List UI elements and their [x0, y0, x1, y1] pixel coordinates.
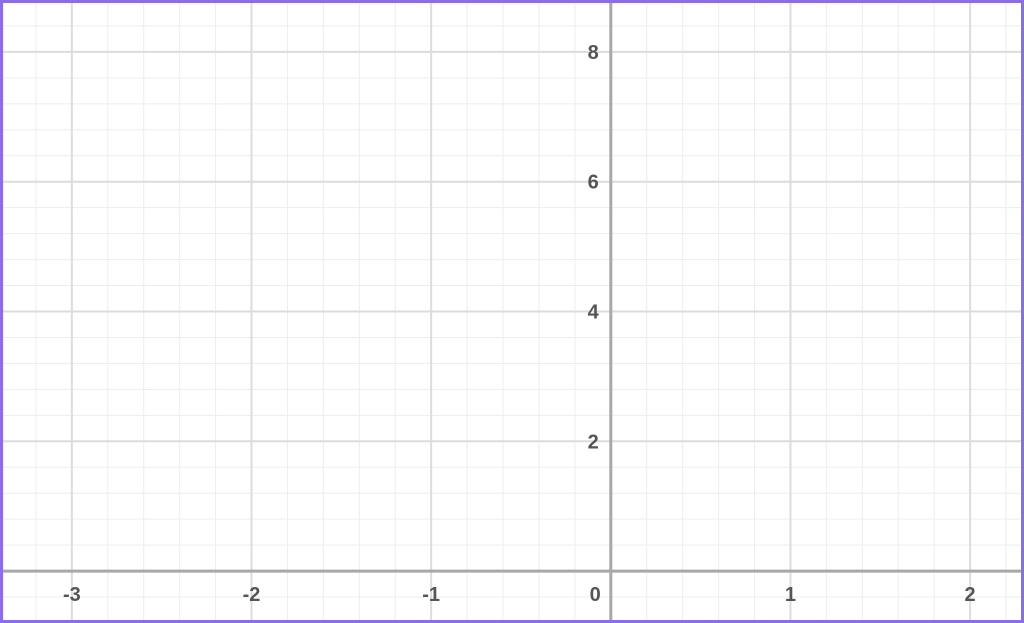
coordinate-plane: -3 -2 -1 0 1 2 2 4 6 8	[0, 0, 1024, 623]
plane-svg: -3 -2 -1 0 1 2 2 4 6 8	[0, 0, 1024, 623]
y-tick-label: 6	[588, 172, 599, 194]
x-tick-label: 0	[590, 584, 601, 606]
y-tick-label: 4	[588, 302, 600, 324]
y-tick-label: 8	[588, 42, 599, 64]
x-tick-label: 2	[965, 584, 976, 606]
x-tick-label: -3	[63, 584, 81, 606]
x-tick-label: 1	[785, 584, 796, 606]
x-tick-label: -2	[243, 584, 261, 606]
x-tick-label: -1	[422, 584, 440, 606]
y-tick-label: 2	[588, 431, 599, 453]
